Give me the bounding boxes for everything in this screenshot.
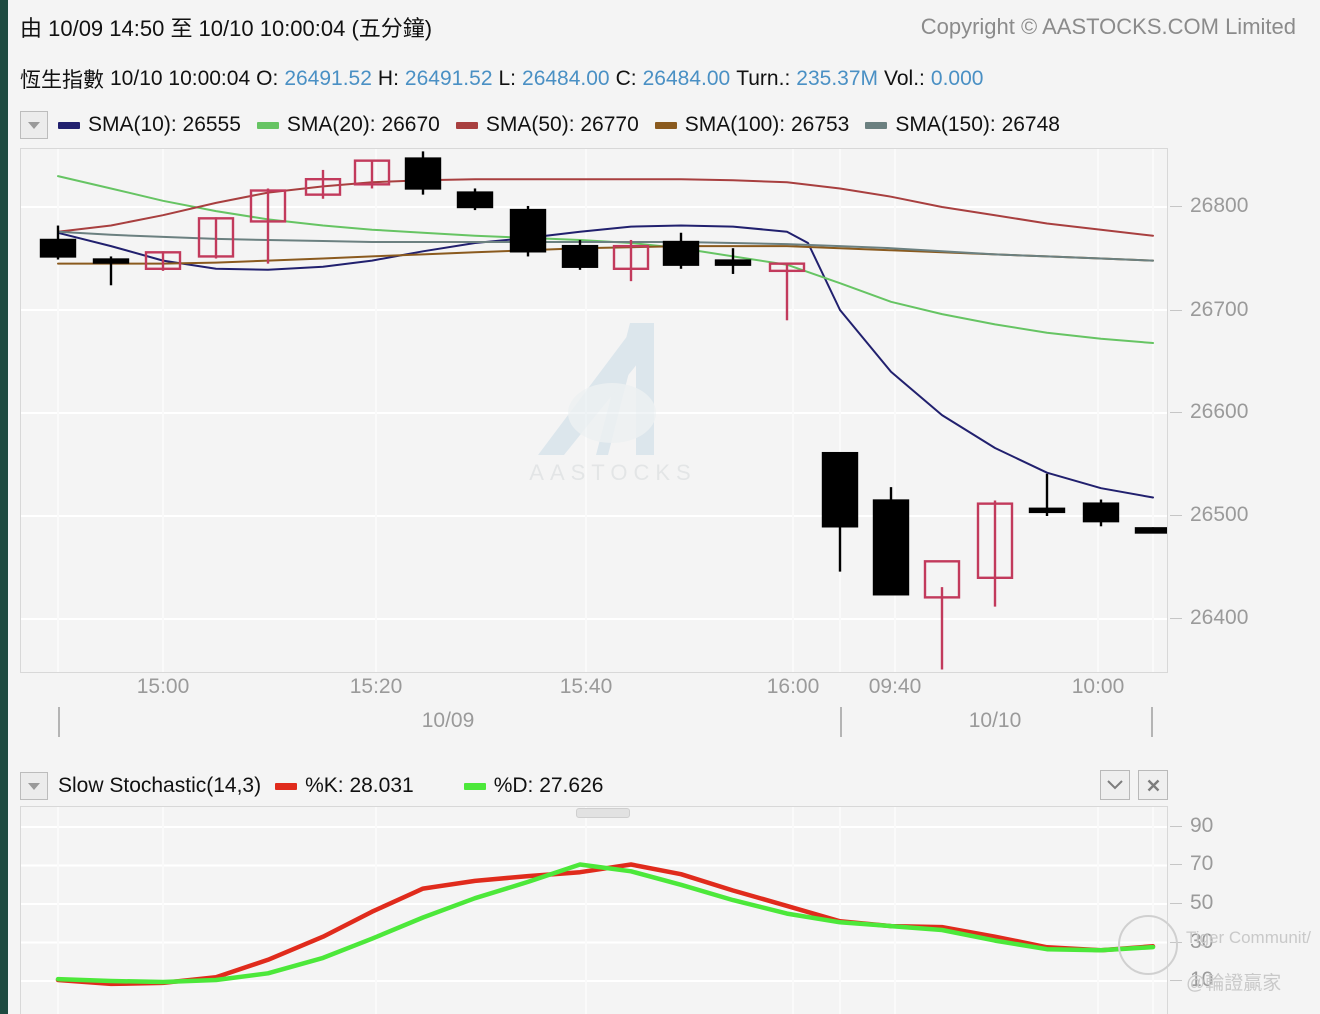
- percent-d-color-swatch: [463, 782, 486, 790]
- chart-page: 由 10/09 14:50 至 10/10 10:00:04 (五分鐘) Cop…: [8, 0, 1320, 1014]
- index-name: 恆生指數: [20, 69, 104, 92]
- stochastic-panel-controls: [1100, 770, 1168, 800]
- x-tick-0940: 09:40: [868, 675, 922, 698]
- candlestick-plot: [21, 149, 1167, 672]
- low-label: L:: [498, 67, 517, 90]
- stochastic-d-legend[interactable]: %D: 27.626: [463, 774, 604, 798]
- sma-dropdown-button[interactable]: [20, 111, 48, 139]
- stochastic-y-axis: 90 70 50 30 10: [1168, 806, 1318, 1014]
- quote-timestamp: 10/10 10:00:04: [110, 67, 251, 90]
- x-tick-1540: 15:40: [559, 675, 613, 698]
- time-x-axis: 15:00 15:20 15:40 16:00 09:40 10:00 10/0…: [20, 673, 1168, 743]
- volume-value: 0.000: [930, 67, 984, 90]
- sma-legend-item-100[interactable]: SMA(100): 26753: [654, 113, 850, 137]
- price-chart-panel[interactable]: [20, 148, 1168, 673]
- close-panel-button[interactable]: [1138, 770, 1168, 800]
- stochastic-title: Slow Stochastic(14,3): [58, 774, 262, 797]
- high-label: H:: [377, 67, 399, 90]
- left-accent-strip: [0, 0, 8, 1014]
- date-separator-end: [1151, 707, 1153, 737]
- date-label-1009: 10/09: [421, 709, 475, 732]
- sma-150-label: SMA(150): 26748: [895, 113, 1060, 136]
- x-tick-1000: 10:00: [1071, 675, 1125, 698]
- sma-20-color-swatch: [256, 121, 279, 129]
- date-separator-start: [58, 707, 60, 737]
- low-value: 26484.00: [522, 67, 610, 90]
- stoch-tick-90: 90: [1170, 814, 1213, 838]
- chevron-down-icon: [28, 121, 40, 129]
- y-tick-26700: 26700: [1170, 298, 1248, 322]
- sma-20-label: SMA(20): 26670: [286, 113, 440, 136]
- stoch-tick-50: 50: [1170, 891, 1213, 915]
- volume-label: Vol.:: [884, 67, 925, 90]
- y-tick-26800: 26800: [1170, 194, 1248, 218]
- y-tick-26600: 26600: [1170, 400, 1248, 424]
- sma-150-color-swatch: [865, 121, 888, 129]
- x-tick-1600: 16:00: [766, 675, 820, 698]
- turnover-value: 235.37M: [796, 67, 879, 90]
- x-tick-1520: 15:20: [349, 675, 403, 698]
- date-label-1010: 10/10: [968, 709, 1022, 732]
- sma-legend-item-50[interactable]: SMA(50): 26770: [455, 113, 639, 137]
- stoch-tick-30: 30: [1170, 930, 1213, 954]
- open-label: O:: [256, 67, 279, 90]
- close-icon: [1147, 779, 1159, 791]
- stoch-tick-10: 10: [1170, 968, 1213, 992]
- header-top-row: 由 10/09 14:50 至 10/10 10:00:04 (五分鐘) Cop…: [20, 8, 1308, 46]
- horizontal-scrollbar-handle[interactable]: [576, 808, 630, 818]
- date-separator-mid: [840, 707, 842, 737]
- sma-50-color-swatch: [455, 121, 478, 129]
- stochastic-dropdown-button[interactable]: [20, 772, 48, 800]
- percent-k-label: %K: 28.031: [305, 774, 414, 797]
- price-y-axis: 26800 26700 26600 26500 26400: [1168, 148, 1318, 673]
- stoch-tick-70: 70: [1170, 852, 1213, 876]
- stochastic-legend-bar: Slow Stochastic(14,3) %K: 28.031 %D: 27.…: [20, 768, 1168, 804]
- quote-ohlc-row: 恆生指數 10/10 10:00:04 O: 26491.52 H: 26491…: [20, 62, 983, 96]
- sma-legend-item-10[interactable]: SMA(10): 26555: [58, 113, 241, 137]
- date-range-label: 由 10/09 14:50 至 10/10 10:00:04 (五分鐘): [20, 16, 433, 41]
- y-tick-26500: 26500: [1170, 503, 1248, 527]
- y-tick-26400: 26400: [1170, 606, 1248, 630]
- open-value: 26491.52: [284, 67, 372, 90]
- stochastic-plot: [21, 807, 1167, 1014]
- sma-100-label: SMA(100): 26753: [684, 113, 850, 136]
- high-value: 26491.52: [404, 67, 493, 90]
- sma-legend-item-20[interactable]: SMA(20): 26670: [256, 113, 440, 137]
- copyright-label: Copyright © AASTOCKS.COM Limited: [920, 14, 1296, 39]
- close-value: 26484.00: [642, 67, 731, 90]
- chevron-down-icon: [1107, 780, 1123, 790]
- stochastic-k-legend[interactable]: %K: 28.031: [275, 774, 414, 798]
- close-label: C:: [615, 67, 637, 90]
- sma-legend-item-150[interactable]: SMA(150): 26748: [865, 113, 1060, 137]
- turnover-label: Turn.:: [736, 67, 791, 90]
- sma-100-color-swatch: [654, 121, 677, 129]
- stochastic-chart-panel[interactable]: [20, 806, 1168, 1014]
- percent-k-color-swatch: [275, 782, 298, 790]
- collapse-panel-button[interactable]: [1100, 770, 1130, 800]
- sma-10-color-swatch: [58, 121, 80, 129]
- chevron-down-icon: [28, 782, 40, 790]
- sma-legend-bar: SMA(10): 26555 SMA(20): 26670 SMA(50): 2…: [20, 108, 1076, 142]
- sma-10-label: SMA(10): 26555: [88, 113, 241, 136]
- percent-d-label: %D: 27.626: [493, 774, 604, 797]
- x-tick-1500: 15:00: [136, 675, 190, 698]
- sma-50-label: SMA(50): 26770: [485, 113, 639, 136]
